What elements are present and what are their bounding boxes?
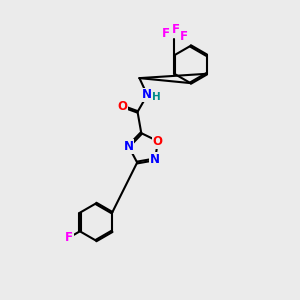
Text: O: O	[153, 135, 163, 148]
Text: O: O	[117, 100, 127, 113]
Text: F: F	[179, 30, 188, 44]
Text: N: N	[124, 140, 134, 153]
Text: F: F	[161, 27, 169, 40]
Text: H: H	[152, 92, 161, 102]
Text: N: N	[150, 153, 160, 166]
Text: F: F	[65, 231, 73, 244]
Text: F: F	[172, 23, 180, 36]
Text: N: N	[142, 88, 152, 101]
